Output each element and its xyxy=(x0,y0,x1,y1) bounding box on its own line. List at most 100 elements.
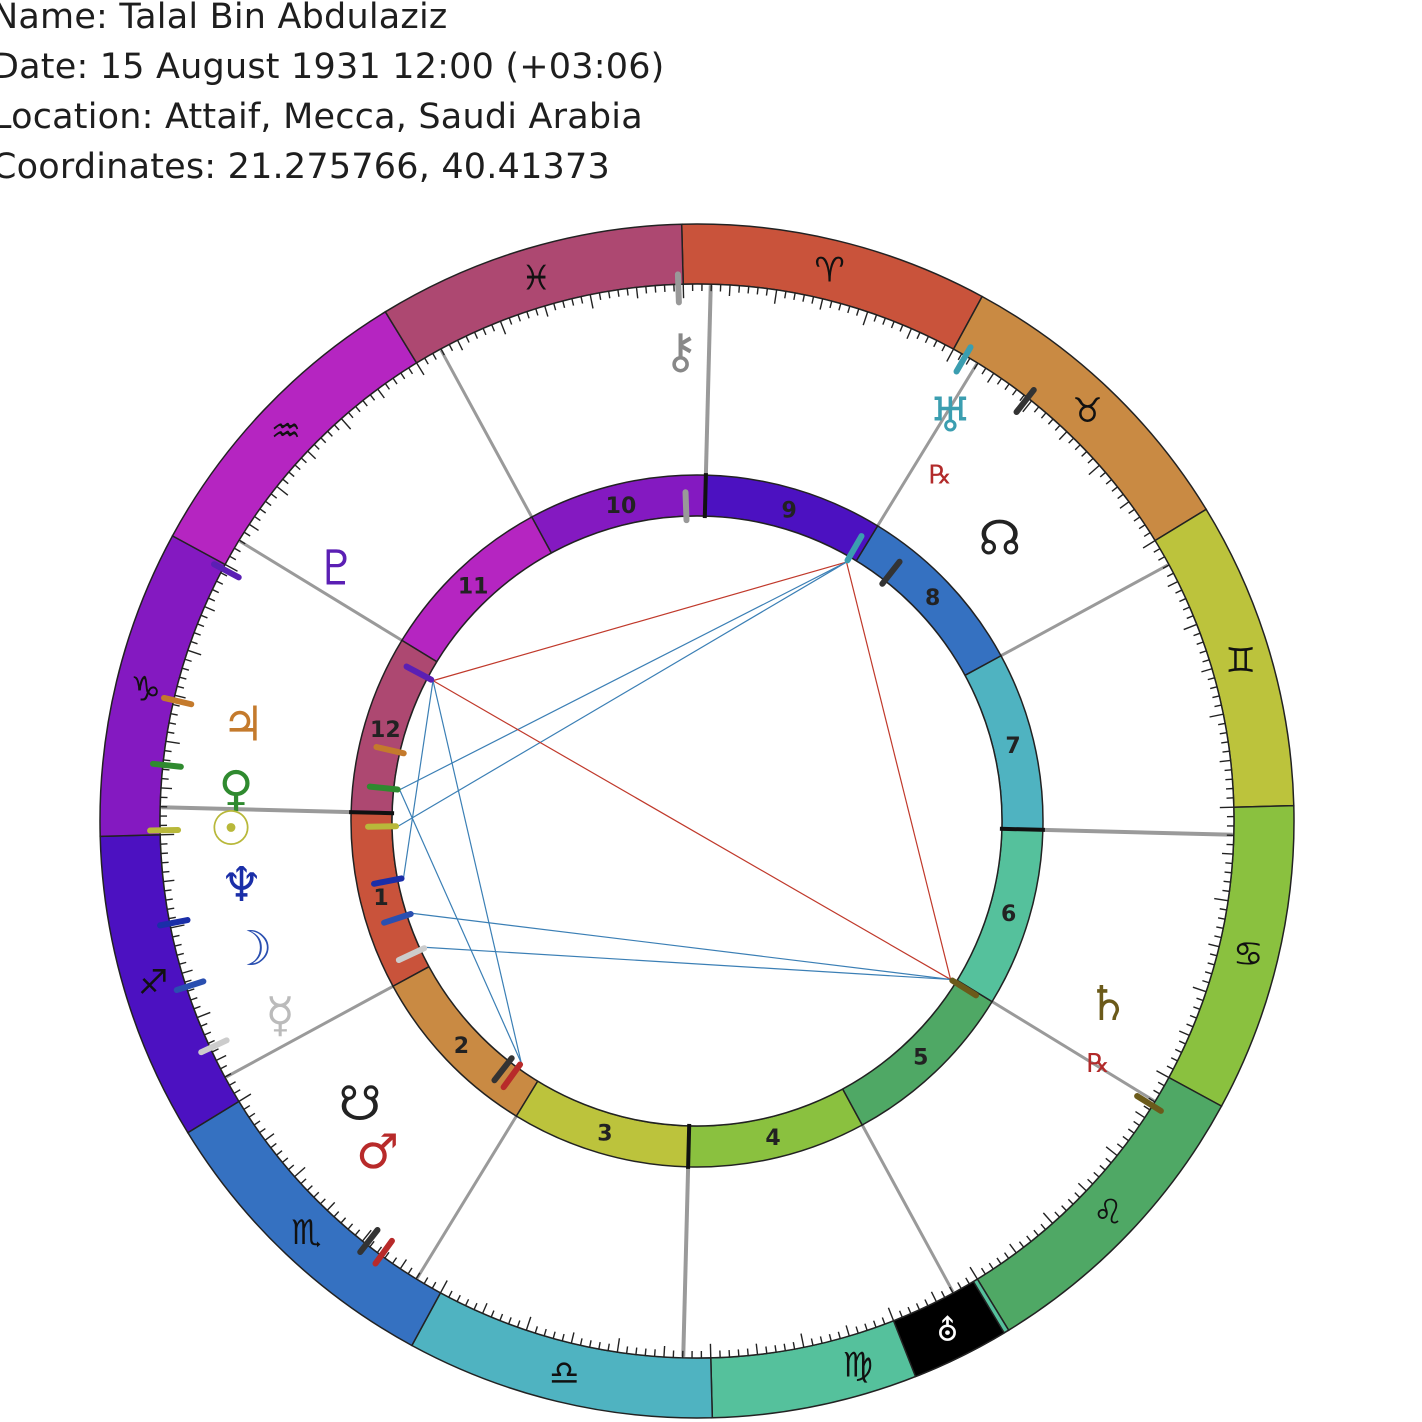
degree-tick xyxy=(1201,668,1213,673)
degree-tick xyxy=(969,1266,978,1280)
degree-tick xyxy=(306,1185,313,1191)
degree-tick xyxy=(174,694,186,699)
degree-tick xyxy=(635,287,639,299)
coordinates-line: Coordinates: 21.275766, 40.41373 xyxy=(0,147,610,187)
degree-tick xyxy=(163,759,171,762)
degree-tick xyxy=(949,1286,954,1294)
degree-tick xyxy=(645,286,648,294)
degree-tick xyxy=(399,1259,408,1270)
house-cusp-line xyxy=(225,984,394,1079)
degree-tick xyxy=(1105,1157,1112,1164)
degree-tick xyxy=(986,372,995,383)
degree-tick xyxy=(407,1267,413,1275)
degree-tick xyxy=(1193,1006,1201,1010)
planet-marker-inner xyxy=(395,945,428,964)
degree-tick xyxy=(448,344,454,352)
degree-tick xyxy=(907,1306,912,1314)
degree-tick xyxy=(906,328,913,340)
degree-tick xyxy=(607,1343,610,1351)
degree-tick xyxy=(1116,1143,1124,1149)
degree-tick xyxy=(326,1201,336,1211)
aspect-line-harmonious xyxy=(412,912,951,981)
degree-tick xyxy=(340,1217,347,1224)
degree-tick xyxy=(1093,1171,1100,1178)
planet-marker-inner xyxy=(682,489,690,524)
degree-tick xyxy=(392,377,398,385)
degree-tick xyxy=(408,367,414,375)
planet-glyph-uranus: ♅ xyxy=(929,388,972,444)
degree-tick xyxy=(176,952,184,956)
degree-tick xyxy=(1054,424,1061,431)
planet-marker-inner xyxy=(403,663,435,683)
degree-tick xyxy=(793,292,796,301)
degree-tick xyxy=(1156,1070,1170,1079)
planet-marker-outer xyxy=(161,694,195,708)
degree-tick xyxy=(211,1048,219,1053)
degree-tick xyxy=(193,1005,201,1010)
degree-tick xyxy=(377,388,385,399)
degree-tick xyxy=(162,870,170,873)
degree-tick xyxy=(243,531,251,537)
degree-tick xyxy=(1054,1211,1061,1218)
degree-tick xyxy=(1040,412,1047,419)
degree-tick xyxy=(783,1343,787,1351)
house-number-10: 10 xyxy=(606,494,637,519)
planet-marker-outer xyxy=(173,978,207,994)
degree-tick xyxy=(491,324,496,332)
degree-tick xyxy=(355,406,361,413)
degree-tick xyxy=(229,555,237,561)
degree-tick xyxy=(220,572,228,577)
degree-tick xyxy=(288,1164,295,1171)
aspect-line-tense xyxy=(432,561,847,682)
degree-tick xyxy=(457,339,464,351)
degree-tick xyxy=(168,722,177,725)
house-number-9: 9 xyxy=(781,498,796,523)
planet-marker-inner xyxy=(949,977,980,999)
degree-tick xyxy=(300,1178,307,1185)
degree-tick xyxy=(890,321,895,329)
highlight-glyph: ⛢ xyxy=(937,1314,959,1349)
degree-tick xyxy=(1207,677,1215,681)
degree-tick xyxy=(957,353,963,361)
house-number-7: 7 xyxy=(1005,734,1020,759)
degree-tick xyxy=(204,605,216,612)
degree-tick xyxy=(663,1345,666,1358)
planet-glyph-chiron: ⚷ xyxy=(663,323,698,379)
planet-glyph-sun: ☉ xyxy=(210,801,253,857)
degree-tick xyxy=(756,287,759,295)
degree-tick xyxy=(481,1302,488,1314)
planet-marker-outer xyxy=(674,271,682,306)
degree-tick xyxy=(1122,1135,1129,1142)
degree-tick xyxy=(1183,623,1197,631)
degree-tick xyxy=(162,768,170,771)
degree-tick xyxy=(432,353,437,360)
degree-tick xyxy=(276,485,289,496)
degree-tick xyxy=(282,478,289,485)
degree-tick xyxy=(1135,1110,1146,1119)
degree-tick xyxy=(440,348,445,356)
degree-tick xyxy=(170,924,185,929)
degree-tick xyxy=(163,879,175,883)
degree-tick xyxy=(1212,695,1220,699)
degree-tick xyxy=(207,1039,215,1045)
degree-tick xyxy=(755,1343,759,1355)
degree-tick xyxy=(327,430,333,437)
degree-tick xyxy=(259,508,267,514)
degree-tick xyxy=(200,614,208,619)
degree-tick xyxy=(525,1316,532,1331)
degree-tick xyxy=(872,1320,877,1328)
degree-tick xyxy=(616,1338,621,1353)
degree-tick xyxy=(915,1303,921,1311)
planet-marker-inner xyxy=(373,743,407,757)
degree-tick xyxy=(1099,471,1106,478)
degree-tick xyxy=(1224,871,1232,874)
planet-marker-outer xyxy=(953,344,974,375)
degree-tick xyxy=(774,1345,777,1353)
degree-tick xyxy=(845,1325,850,1337)
degree-tick xyxy=(1204,971,1213,975)
degree-tick xyxy=(1088,464,1100,476)
degree-tick xyxy=(534,1326,539,1334)
aspect-lines xyxy=(397,561,952,1064)
planet-marker-outer xyxy=(198,1037,230,1056)
degree-tick xyxy=(270,1142,277,1149)
